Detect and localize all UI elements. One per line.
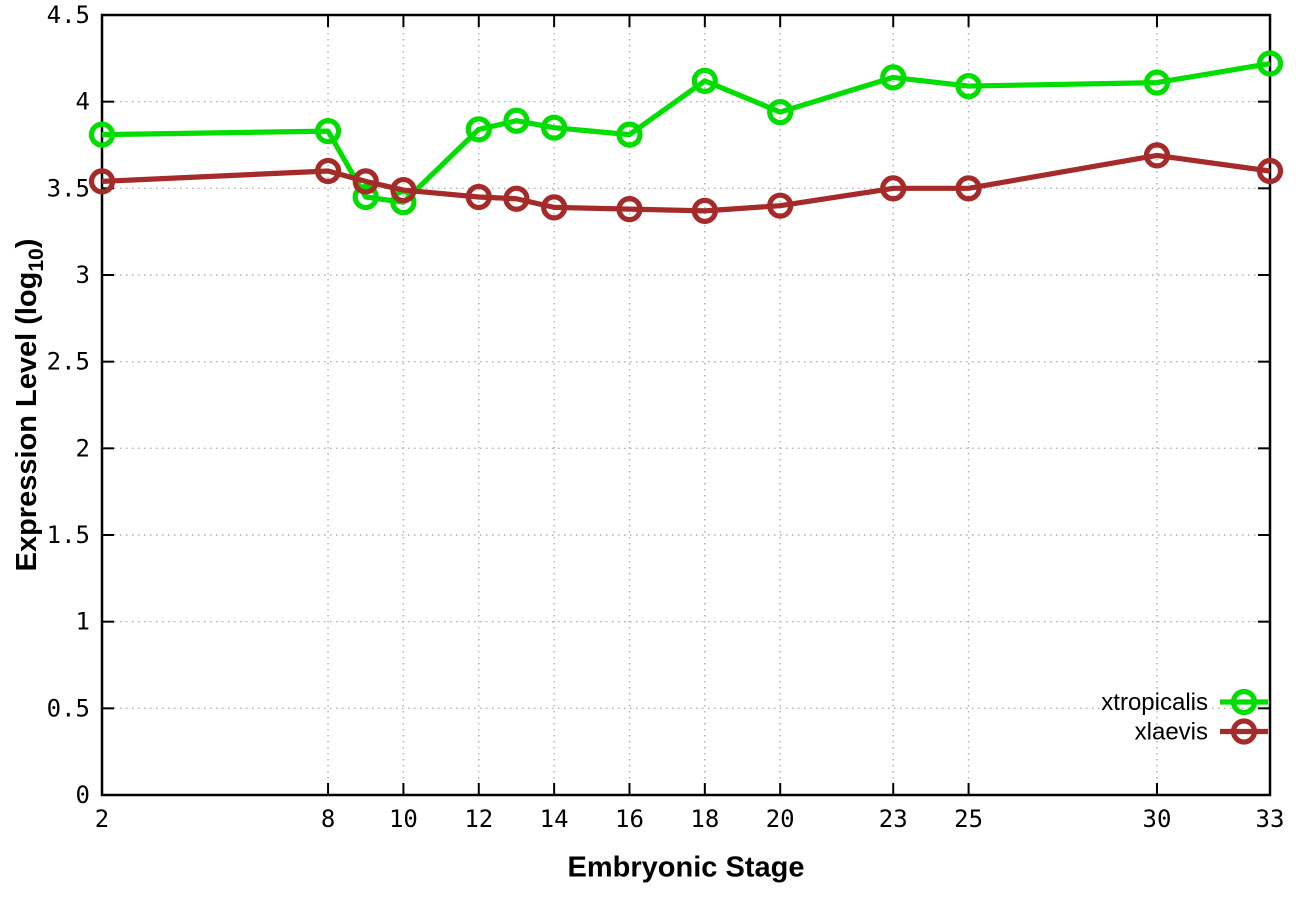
- x-tick-label: 18: [690, 805, 719, 833]
- series-marker-xtropicalis: [465, 116, 492, 143]
- series-marker-xlaevis: [503, 185, 530, 212]
- y-tick-label: 2: [76, 434, 90, 462]
- y-tick-label: 1.5: [47, 521, 90, 549]
- series-marker-xlaevis: [541, 194, 568, 221]
- series-marker-xlaevis: [880, 175, 907, 202]
- legend-sample-marker-xlaevis: [1230, 718, 1258, 745]
- series-marker-xlaevis: [1256, 157, 1284, 185]
- x-tick-label: 8: [321, 805, 335, 833]
- series-line-xtropicalis: [101, 60, 1271, 205]
- y-tick-label: 4.5: [47, 1, 90, 29]
- series-marker-xtropicalis: [616, 121, 643, 148]
- y-tick-label: 4: [76, 88, 90, 116]
- x-tick-label: 10: [389, 805, 418, 833]
- series-marker-xlaevis: [767, 192, 794, 219]
- y-axis-title: Expression Level (log10): [11, 239, 49, 572]
- series-marker-xtropicalis: [691, 67, 718, 94]
- series-marker-xlaevis: [314, 157, 342, 185]
- series-marker-xlaevis: [1143, 142, 1171, 169]
- series-marker-xtropicalis: [352, 183, 379, 211]
- series-marker-xtropicalis: [767, 98, 794, 126]
- legend-label-xtropicalis: xtropicalis: [1101, 689, 1208, 716]
- y-tick-label: 3: [76, 261, 90, 289]
- series-line-xlaevis: [101, 152, 1271, 214]
- series-marker-xtropicalis: [503, 107, 530, 134]
- series-marker-xlaevis: [616, 196, 643, 223]
- x-tick-label: 20: [766, 805, 795, 833]
- series-marker-xlaevis: [352, 168, 379, 195]
- legend-sample-marker-xtropicalis: [1230, 688, 1258, 716]
- series-marker-xlaevis: [955, 175, 982, 202]
- series-marker-xlaevis: [88, 168, 116, 195]
- x-tick-label: 12: [464, 805, 493, 833]
- x-tick-label: 14: [540, 805, 569, 833]
- x-tick-label: 30: [1143, 805, 1172, 833]
- y-tick-label: 1: [76, 608, 90, 636]
- y-tick-label: 0.5: [47, 694, 90, 722]
- x-tick-label: 16: [615, 805, 644, 833]
- series-marker-xtropicalis: [314, 118, 342, 145]
- series-marker-xtropicalis: [955, 72, 982, 100]
- y-axis-title-text: Expression Level (log: [11, 271, 44, 572]
- x-axis-title: Embryonic Stage: [567, 851, 805, 884]
- y-tick-label: 3.5: [47, 174, 90, 202]
- series-marker-xlaevis: [465, 183, 492, 211]
- y-axis-title-close: ): [11, 238, 44, 249]
- series-marker-xtropicalis: [541, 114, 568, 141]
- series-marker-xtropicalis: [88, 121, 116, 148]
- y-tick-label: 2.5: [47, 348, 90, 376]
- series-marker-xlaevis: [691, 197, 718, 224]
- series-marker-xtropicalis: [1143, 69, 1171, 96]
- series-marker-xtropicalis: [880, 64, 907, 91]
- x-tick-label: 25: [954, 805, 983, 833]
- series-marker-xlaevis: [390, 176, 417, 204]
- series-marker-xtropicalis: [1256, 50, 1284, 77]
- y-tick-label: 0: [76, 781, 90, 809]
- x-tick-label: 2: [95, 805, 109, 833]
- x-tick-label: 33: [1256, 805, 1285, 833]
- x-tick-label: 23: [879, 805, 908, 833]
- plot-border: [100, 13, 1272, 797]
- legend-label-xlaevis: xlaevis: [1135, 719, 1208, 746]
- y-axis-title-subscript: 10: [24, 248, 48, 272]
